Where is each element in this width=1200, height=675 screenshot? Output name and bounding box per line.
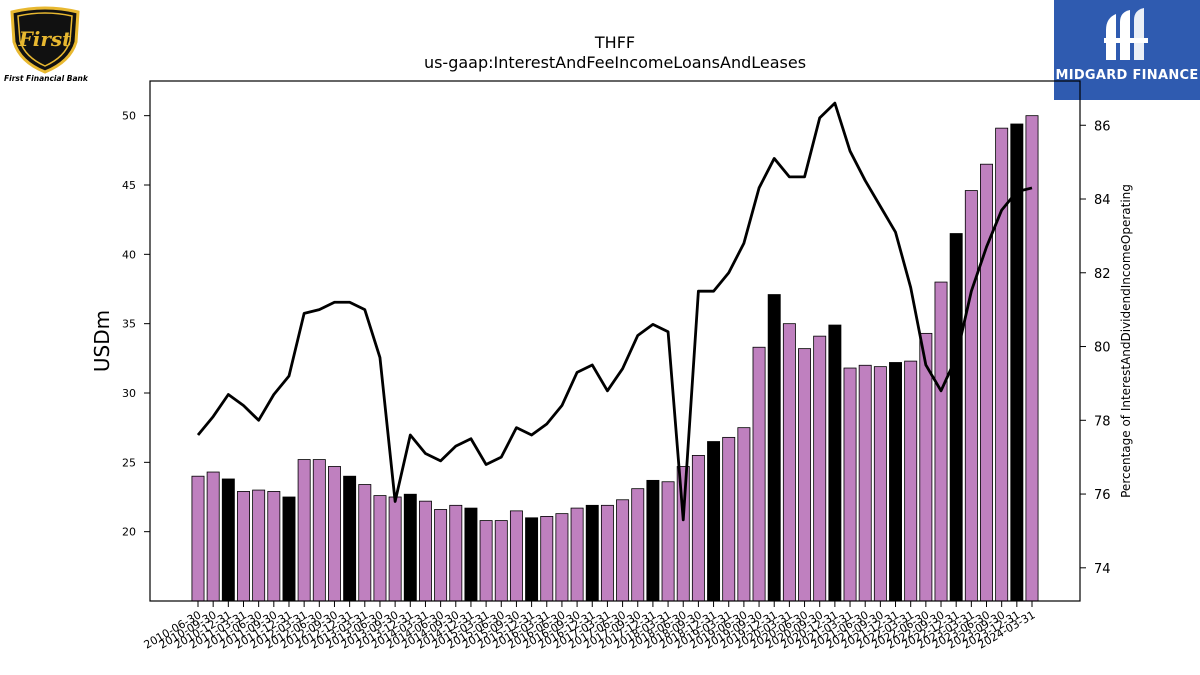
bar xyxy=(403,493,417,602)
bar-series xyxy=(191,115,1039,602)
bar xyxy=(570,507,584,602)
midgard-emblem-icon xyxy=(1104,8,1148,60)
bar xyxy=(343,475,357,602)
bar xyxy=(540,516,554,602)
bar xyxy=(418,500,432,602)
y-tick-label: 25 xyxy=(122,456,136,469)
y-tick-label: 35 xyxy=(122,318,136,331)
midgard-brand-text: MIDGARD FINANCE xyxy=(1055,68,1199,83)
bar xyxy=(312,459,326,602)
bar xyxy=(843,367,857,602)
bar xyxy=(206,471,220,602)
bar xyxy=(237,491,250,602)
bar xyxy=(980,163,993,602)
y2-tick-label: 76 xyxy=(1094,488,1111,503)
plot-frame xyxy=(149,80,1081,602)
midgard-finance-logo: MIDGARD FINANCE xyxy=(1054,0,1200,100)
bar xyxy=(798,348,812,602)
bar xyxy=(782,323,796,602)
bar xyxy=(616,499,630,602)
first-financial-bank-logo: First First Financial Bank xyxy=(4,6,88,86)
bar xyxy=(525,517,539,602)
bar xyxy=(267,491,281,602)
bar xyxy=(328,466,341,602)
bar xyxy=(449,504,463,602)
left-axis: 20 25 30 35 40 45 50 xyxy=(122,110,150,539)
bar xyxy=(707,441,721,602)
bar xyxy=(767,294,781,602)
bar xyxy=(828,324,842,602)
bar xyxy=(297,459,311,602)
bar xyxy=(737,427,751,602)
bar xyxy=(904,360,918,602)
bar xyxy=(752,346,766,602)
bar xyxy=(722,436,736,602)
bar xyxy=(509,510,523,602)
y-axis-label: USDm xyxy=(90,310,114,372)
bar xyxy=(600,504,614,602)
chart-title: THFF xyxy=(594,33,635,52)
bar xyxy=(646,479,660,602)
bar xyxy=(813,335,827,602)
y2-axis-label: Percentage of InterestAndDividendIncomeO… xyxy=(1119,184,1133,498)
bar xyxy=(464,507,478,602)
bar xyxy=(434,509,448,602)
series-line xyxy=(196,101,1033,522)
bar xyxy=(388,496,402,602)
bar xyxy=(191,475,205,602)
y2-tick-label: 78 xyxy=(1094,414,1111,429)
bar xyxy=(252,489,266,602)
bar xyxy=(889,362,902,602)
bar xyxy=(964,190,978,602)
y2-tick-label: 84 xyxy=(1094,193,1111,208)
bar xyxy=(555,513,569,602)
bar xyxy=(661,481,675,602)
y2-tick-label: 86 xyxy=(1094,119,1111,134)
y-tick-label: 40 xyxy=(122,248,136,261)
bar xyxy=(949,233,963,602)
bar xyxy=(373,495,387,602)
bar xyxy=(934,281,948,602)
shield-emblem-icon: First xyxy=(10,6,80,74)
y-tick-label: 30 xyxy=(122,387,136,400)
bar xyxy=(676,466,690,602)
bank-name-text: First Financial Bank xyxy=(4,74,88,83)
y-tick-label: 50 xyxy=(122,110,136,123)
chart-subtitle: us-gaap:InterestAndFeeIncomeLoansAndLeas… xyxy=(424,53,806,72)
x-axis: 2010-06-302010-09-302010-12-312011-03-31… xyxy=(142,601,1038,652)
bar xyxy=(873,366,887,602)
bar xyxy=(858,364,872,602)
right-axis: 74 76 78 80 82 84 86 xyxy=(1080,119,1111,577)
bar xyxy=(995,127,1009,602)
bar xyxy=(358,484,372,602)
bar xyxy=(585,504,599,602)
bar xyxy=(221,478,235,602)
y2-tick-label: 80 xyxy=(1094,341,1111,356)
bar xyxy=(631,488,645,602)
bar xyxy=(282,496,296,602)
y-tick-label: 45 xyxy=(122,179,136,192)
emblem-text: First xyxy=(18,27,73,51)
bar xyxy=(494,520,508,602)
bar xyxy=(691,454,705,602)
bar xyxy=(479,520,493,602)
line-series xyxy=(196,101,1033,522)
y2-tick-label: 82 xyxy=(1094,267,1111,282)
y2-tick-label: 74 xyxy=(1094,562,1111,577)
y-tick-label: 20 xyxy=(122,526,136,539)
